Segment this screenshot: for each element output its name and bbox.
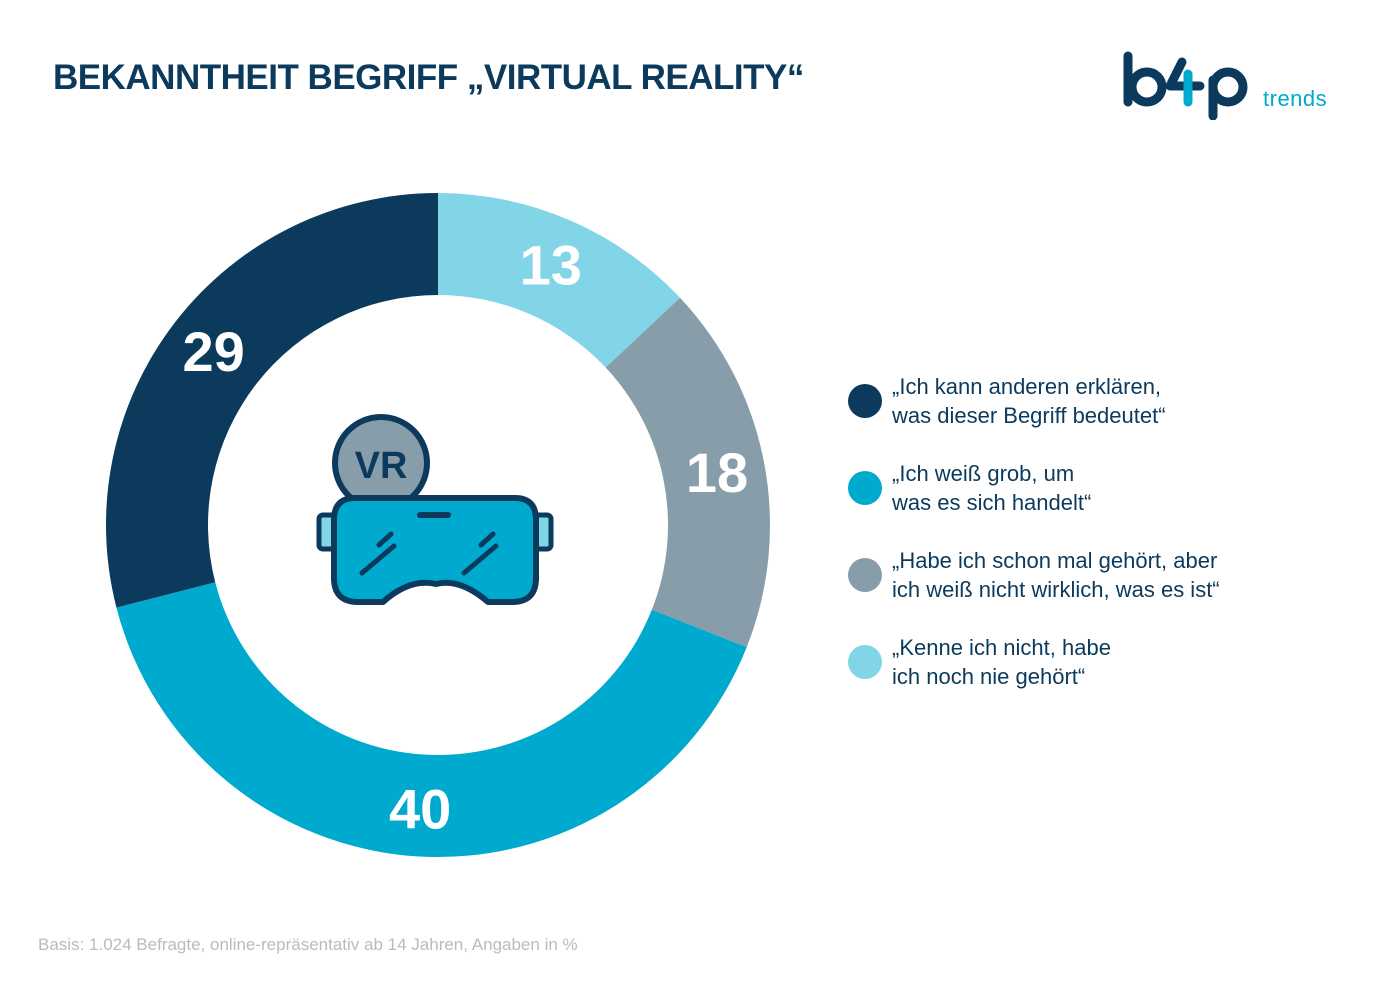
slice-value-label: 13 (520, 233, 582, 296)
donut-slice (105, 193, 438, 608)
legend-item: „Kenne ich nicht, habe ich noch nie gehö… (848, 633, 1368, 691)
vr-headset-icon: VR (316, 414, 554, 605)
footnote: Basis: 1.024 Befragte, online-repräsenta… (38, 935, 578, 954)
donut-slice (116, 582, 747, 857)
slice-value-label: 18 (686, 441, 748, 504)
chart-legend: „Ich kann anderen erklären, was dieser B… (848, 372, 1368, 720)
legend-swatch (848, 645, 882, 679)
legend-item: „Ich weiß grob, um was es sich handelt“ (848, 459, 1368, 517)
donut-slices (105, 193, 771, 857)
legend-item: „Ich kann anderen erklären, was dieser B… (848, 372, 1368, 430)
b4p-logo-icon (1123, 51, 1248, 121)
legend-label: „Ich weiß grob, um was es sich handelt“ (892, 461, 1092, 515)
vr-badge-text: VR (355, 445, 408, 487)
b4p-trends-logo: trends (1120, 50, 1350, 121)
legend-swatch (848, 558, 882, 592)
donut-slice (438, 193, 681, 368)
donut-chart: 13 18 40 29 VR (105, 193, 771, 857)
slice-value-label: 40 (389, 777, 451, 840)
legend-label: „Ich kann anderen erklären, was dieser B… (892, 374, 1166, 428)
donut-value-labels: 13 18 40 29 (182, 233, 748, 840)
legend-swatch (848, 471, 882, 505)
legend-item: „Habe ich schon mal gehört, aber ich wei… (848, 546, 1368, 604)
donut-slice (605, 297, 771, 648)
legend-label: „Habe ich schon mal gehört, aber ich wei… (892, 548, 1220, 602)
slice-value-label: 29 (182, 320, 244, 383)
page-title: BEKANNTHEIT BEGRIFF „VIRTUAL REALITY“ (53, 58, 804, 97)
legend-swatch (848, 384, 882, 418)
logo-text: trends (1263, 86, 1328, 111)
legend-label: „Kenne ich nicht, habe ich noch nie gehö… (892, 635, 1111, 689)
